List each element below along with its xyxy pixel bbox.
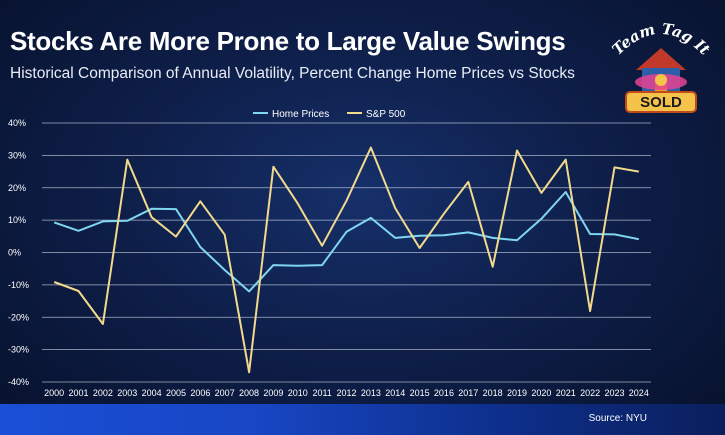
x-tick-label: 2006 bbox=[190, 388, 210, 398]
x-tick-label: 2024 bbox=[629, 388, 649, 398]
x-tick-label: 2005 bbox=[166, 388, 186, 398]
x-tick-label: 2000 bbox=[44, 388, 64, 398]
x-tick-label: 2001 bbox=[69, 388, 89, 398]
x-tick-label: 2012 bbox=[336, 388, 356, 398]
team-tag-it-logo: Team Tag It SOLD bbox=[609, 20, 714, 113]
x-tick-label: 2017 bbox=[458, 388, 478, 398]
x-tick-label: 2003 bbox=[117, 388, 137, 398]
x-axis: 2000 2001 2002 2003 2004 2005 2006 2007 2008 2009… bbox=[44, 388, 649, 398]
legend-label-sp500: S&P 500 bbox=[366, 109, 406, 120]
x-tick-label: 2009 bbox=[263, 388, 283, 398]
x-tick-label: 2002 bbox=[93, 388, 113, 398]
chart-title: Stocks Are More Prone to Large Value Swi… bbox=[10, 26, 566, 56]
y-tick-label: -30% bbox=[8, 345, 29, 355]
series-lines bbox=[53, 146, 639, 374]
legend: Home Prices S&P 500 bbox=[253, 109, 406, 120]
source-note: Source: NYU bbox=[588, 413, 647, 424]
x-tick-label: 2018 bbox=[483, 388, 503, 398]
home-prices-line bbox=[53, 191, 639, 293]
x-tick-label: 2007 bbox=[215, 388, 235, 398]
x-tick-label: 2020 bbox=[531, 388, 551, 398]
gridlines bbox=[42, 122, 651, 383]
x-tick-label: 2014 bbox=[385, 388, 405, 398]
x-tick-label: 2013 bbox=[361, 388, 381, 398]
footer-bar bbox=[0, 404, 725, 435]
x-tick-label: 2019 bbox=[507, 388, 527, 398]
x-tick-label: 2010 bbox=[288, 388, 308, 398]
x-tick-label: 2021 bbox=[556, 388, 576, 398]
y-tick-label: 20% bbox=[8, 183, 26, 193]
x-tick-label: 2004 bbox=[142, 388, 162, 398]
legend-label-home-prices: Home Prices bbox=[272, 109, 329, 120]
x-tick-label: 2015 bbox=[410, 388, 430, 398]
y-tick-label: -20% bbox=[8, 312, 29, 322]
sp500-line bbox=[53, 146, 639, 374]
logo-badge-text: SOLD bbox=[640, 94, 682, 111]
x-tick-label: 2011 bbox=[312, 388, 331, 398]
y-tick-label: 0% bbox=[8, 248, 21, 258]
chart-subtitle: Historical Comparison of Annual Volatili… bbox=[10, 65, 575, 82]
x-tick-label: 2008 bbox=[239, 388, 259, 398]
y-tick-label: 30% bbox=[8, 150, 26, 160]
y-tick-label: 40% bbox=[8, 118, 26, 128]
x-tick-label: 2022 bbox=[580, 388, 600, 398]
x-tick-label: 2023 bbox=[604, 388, 624, 398]
y-axis: -40% -30% -20% -10% 0% 10% 20% 30% 40% bbox=[8, 118, 29, 387]
y-tick-label: -10% bbox=[8, 280, 29, 290]
x-tick-label: 2016 bbox=[434, 388, 454, 398]
line-chart: -40%-30%-20%-10%0%10%20%30%40% 2000 2001 2… bbox=[8, 109, 651, 398]
y-tick-label: 10% bbox=[8, 215, 26, 225]
y-tick-label: -40% bbox=[8, 377, 29, 387]
